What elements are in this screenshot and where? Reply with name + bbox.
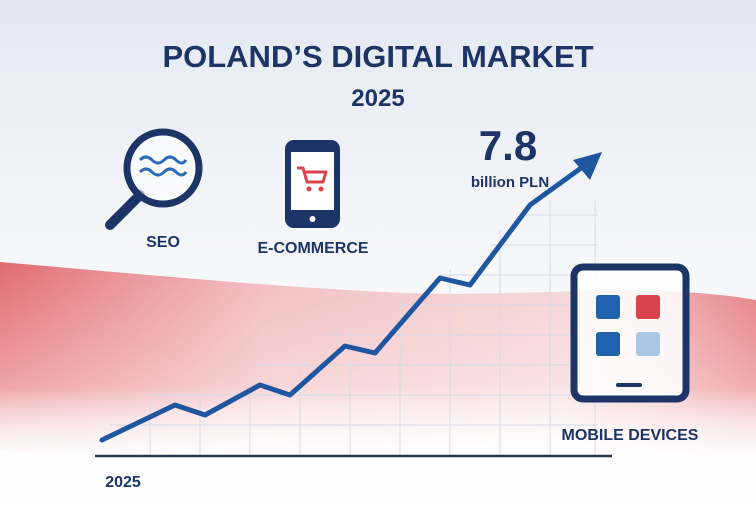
mobile-label: MOBILE DEVICES [562, 427, 699, 444]
flag-fade [0, 262, 756, 470]
title: POLAND’S DIGITAL MARKET [162, 39, 593, 74]
tile [596, 332, 620, 356]
tile [636, 332, 660, 356]
magnifier-lens [123, 128, 203, 208]
subtitle: 2025 [351, 85, 404, 112]
highlight-unit: billion PLN [471, 174, 549, 191]
cart-wheel [318, 186, 324, 192]
cart [297, 166, 328, 184]
grid [110, 200, 598, 455]
mobile-icon [570, 263, 690, 403]
seo-icon [105, 128, 203, 230]
seo-label: SEO [146, 234, 180, 251]
trend-arrowhead [573, 152, 602, 180]
cart-wheel [306, 186, 312, 192]
tile [596, 295, 620, 319]
tablet-body [570, 263, 690, 403]
axis-start-label: 2025 [105, 474, 141, 491]
tile [636, 295, 660, 319]
trend-line [99, 160, 591, 443]
ecommerce-icon [285, 140, 340, 228]
ecommerce-label: E-COMMERCE [257, 240, 368, 257]
phone-button [309, 216, 316, 222]
seo-waves [138, 155, 188, 177]
magnifier-handle [105, 190, 145, 230]
highlight-value: 7.8 [479, 122, 537, 169]
